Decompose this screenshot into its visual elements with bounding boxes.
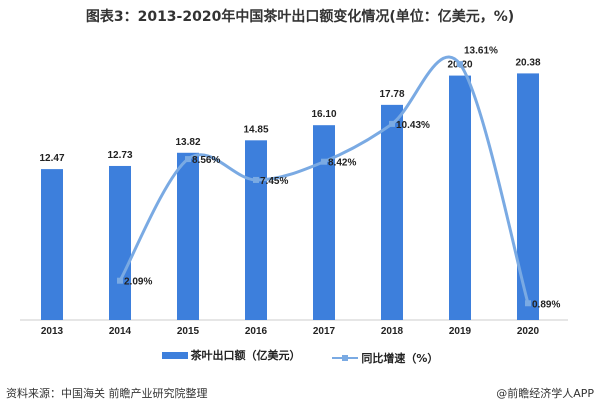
line-marker	[457, 61, 463, 68]
bar	[313, 125, 335, 320]
bar	[449, 75, 471, 320]
bar	[381, 104, 403, 320]
line-marker	[185, 156, 191, 163]
legend: 茶叶出口额（亿美元） 同比增速（%）	[0, 347, 600, 366]
bar-data-label: 12.73	[107, 150, 132, 161]
legend-label: 同比增速（%）	[361, 351, 439, 365]
line-marker	[525, 300, 531, 307]
line-data-label: 7.45%	[260, 176, 288, 187]
bar-data-label: 13.82	[175, 137, 200, 148]
legend-item-line: 同比增速（%）	[332, 350, 438, 366]
bar	[41, 169, 63, 320]
legend-item-bar: 茶叶出口额（亿美元）	[161, 347, 301, 363]
line-marker	[253, 176, 259, 183]
legend-label: 茶叶出口额（亿美元）	[190, 349, 301, 362]
bar	[245, 140, 267, 320]
line-data-label: 8.56%	[192, 155, 220, 166]
x-tick-label: 2017	[313, 326, 336, 337]
legend-swatch-bar	[161, 351, 188, 359]
credit: @前瞻经济学人APP	[496, 387, 594, 400]
bar	[109, 165, 131, 320]
line-marker	[389, 120, 395, 127]
x-tick-label: 2016	[245, 326, 268, 337]
bar	[177, 152, 199, 320]
x-tick-label: 2018	[381, 326, 404, 337]
chart-title: 图表3：2013-2020年中国茶叶出口额变化情况(单位：亿美元，%)	[85, 9, 515, 25]
line-data-label: 10.43%	[396, 120, 430, 131]
bar-data-label: 14.85	[243, 124, 268, 135]
line-data-label: 8.42%	[328, 158, 356, 169]
x-tick-label: 2020	[517, 326, 540, 337]
line-data-label: 13.61%	[464, 46, 498, 57]
source-note: 资料来源：中国海关 前瞻产业研究院整理	[6, 387, 208, 400]
line-data-label: 0.89%	[532, 299, 560, 310]
x-tick-label: 2014	[109, 326, 132, 337]
line-marker	[321, 158, 327, 165]
bar-data-label: 12.47	[39, 153, 64, 164]
bar-data-label: 17.78	[379, 89, 404, 100]
bar-data-label: 20.38	[515, 57, 540, 68]
x-tick-label: 2013	[41, 326, 64, 337]
line-marker	[117, 277, 123, 284]
bar-data-label: 16.10	[311, 109, 336, 120]
x-tick-label: 2019	[449, 326, 472, 337]
bar	[517, 73, 539, 320]
x-tick-label: 2015	[177, 326, 200, 337]
legend-swatch-line	[332, 354, 359, 361]
line-data-label: 2.09%	[124, 277, 152, 288]
